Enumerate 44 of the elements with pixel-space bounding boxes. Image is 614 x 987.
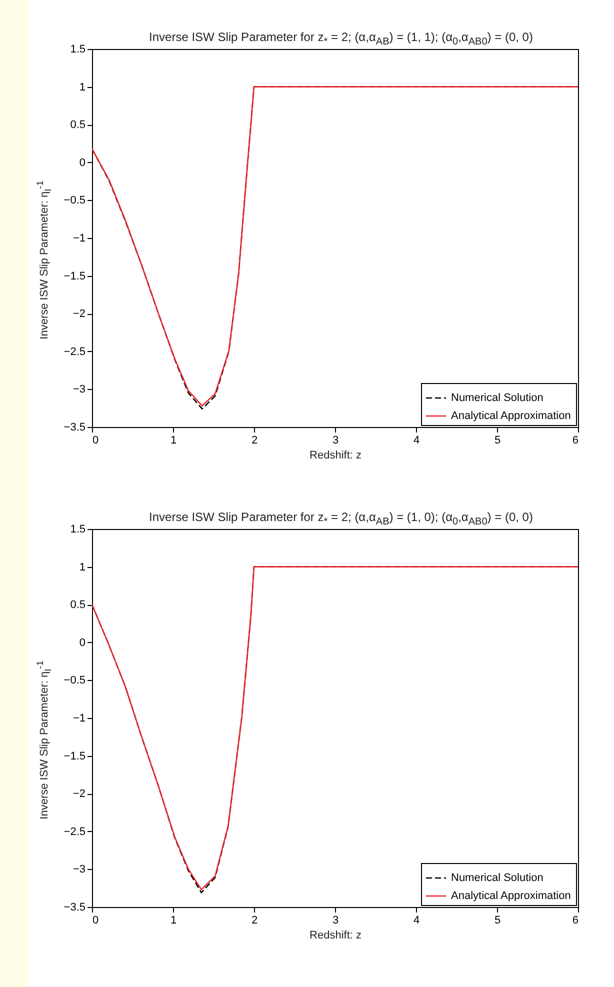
y-tick-label: −3 [72, 864, 86, 876]
y-tick-label: −1.5 [64, 270, 86, 282]
y-tick-label: −0.5 [64, 674, 86, 687]
x-tick-label: 4 [413, 914, 420, 926]
y-tick-label: 1.5 [70, 524, 86, 536]
x-tick-label: 0 [92, 434, 99, 446]
x-tick-label: 2 [251, 434, 258, 446]
y-tick-label: −2 [72, 308, 86, 320]
y-tick-label: 0.5 [70, 599, 86, 612]
y-tick-label: −2.5 [64, 826, 86, 838]
x-axis-title: Redshift: z [310, 450, 362, 462]
chart-title: Inverse ISW Slip Parameter for z$_{*}$ = 2; (α,α$_{AB}$) = (1, 1); (α$_{0}$,α$_{AB0}$) = (0, 0) [149, 30, 533, 48]
y-tick-label: −2.5 [64, 346, 86, 358]
y-tick-label: −3 [72, 384, 86, 396]
y-tick-label: 1 [79, 81, 86, 94]
x-tick-label: 4 [413, 434, 420, 446]
x-tick-label: 3 [332, 434, 339, 446]
x-axis-title: Redshift: z [310, 930, 362, 942]
x-tick-label: 5 [494, 914, 501, 926]
x-tick-label: 5 [494, 434, 501, 446]
x-tick-label: 1 [170, 914, 177, 926]
y-tick-label: −2 [72, 788, 86, 800]
y-tick-label: 0.5 [70, 119, 86, 132]
legend-label: Analytical Approximation [451, 890, 571, 902]
x-tick-label: 6 [572, 914, 578, 926]
y-tick-label: −1 [72, 712, 86, 724]
y-tick-label: 0 [79, 156, 86, 169]
x-tick-label: 2 [251, 914, 258, 926]
y-tick-label: −1.5 [64, 750, 86, 762]
y-tick-label: −0.5 [64, 194, 86, 207]
y-tick-label: −3.5 [64, 902, 86, 914]
y-tick-label: 0 [79, 636, 86, 649]
chart-title: Inverse ISW Slip Parameter for z$_{*}$ = 2; (α,α$_{AB}$) = (1, 0); (α$_{0}$,α$_{AB0}$) = (0, 0) [149, 510, 533, 528]
legend-label: Numerical Solution [451, 392, 544, 404]
x-tick-label: 0 [92, 914, 99, 926]
legend-label: Numerical Solution [451, 872, 544, 884]
y-tick-label: −3.5 [64, 422, 86, 434]
y-tick-label: −1 [72, 232, 86, 244]
x-tick-label: 6 [572, 434, 578, 446]
x-tick-label: 3 [332, 914, 339, 926]
x-tick-label: 1 [170, 434, 177, 446]
legend-label: Analytical Approximation [451, 410, 571, 422]
y-tick-label: 1 [79, 561, 86, 574]
y-tick-label: 1.5 [70, 44, 86, 56]
